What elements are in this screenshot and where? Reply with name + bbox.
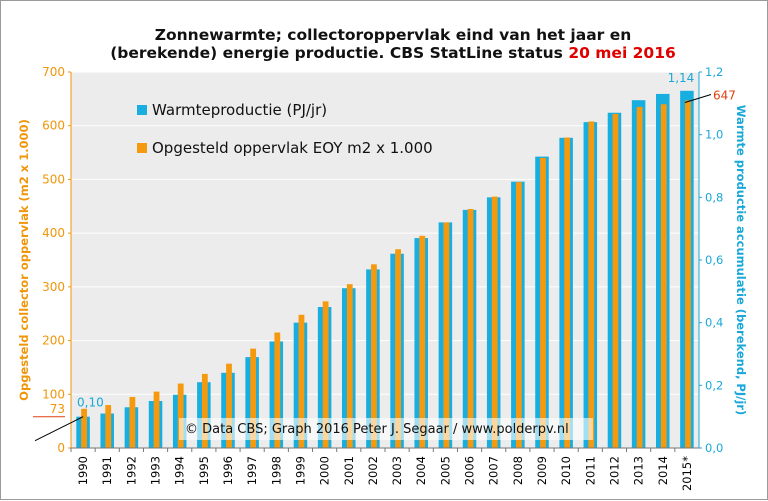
bar-oppervlak <box>515 182 522 448</box>
left-tick-label: 700 <box>42 65 65 79</box>
x-tick-label: 1992 <box>124 456 138 485</box>
legend-label-oppervlak: Opgesteld oppervlak EOY m2 x 1.000 <box>152 139 433 157</box>
right-tick-label: 0,4 <box>705 316 723 330</box>
x-tick-label: 1997 <box>245 456 259 485</box>
left-tick-label: 0 <box>57 441 65 455</box>
x-tick-label: 2013 <box>632 456 646 485</box>
chart-title-line2-text: (berekende) energie productie. CBS StatL… <box>110 44 568 62</box>
bar-oppervlak <box>636 106 643 449</box>
right-tick-label: 1,0 <box>705 128 723 142</box>
bar-oppervlak <box>105 405 112 448</box>
x-tick-label: 2001 <box>342 456 356 485</box>
x-tick-label: 1999 <box>293 456 307 485</box>
left-tick-label: 500 <box>42 172 65 186</box>
x-tick-label: 1990 <box>76 456 90 485</box>
bar-oppervlak <box>250 348 257 448</box>
left-tick-label: 100 <box>42 387 65 401</box>
right-axis-ticks: 0,0 0,2 0,4 0,6 0,8 1,0 1,2 <box>699 65 723 455</box>
bar-oppervlak <box>201 373 208 448</box>
x-tick-label: 2002 <box>366 456 380 485</box>
left-tick-label: 200 <box>42 334 65 348</box>
x-tick-label: 2009 <box>535 456 549 485</box>
chart-title-date: 20 mei 2016 <box>568 44 675 62</box>
right-min-label: 0,10 <box>77 396 104 410</box>
legend-swatch-warmteproductie <box>137 105 147 115</box>
bar-oppervlak <box>129 396 136 448</box>
bar-oppervlak <box>81 408 87 448</box>
x-axis-ticks: 1990 1991 1992 1993 1994 1995 1996 1997 1998 1999… <box>70 448 694 491</box>
right-tick-label: 0,8 <box>705 190 723 204</box>
right-min-pointer <box>34 416 84 442</box>
gridlines <box>71 71 699 395</box>
bar-oppervlak <box>564 137 571 448</box>
annotations: 73 0,10 1,14 647 <box>33 71 736 442</box>
chart-title-line2: (berekende) energie productie. CBS StatL… <box>110 44 676 62</box>
x-tick-label: 2005 <box>438 456 452 485</box>
bar-oppervlak <box>491 196 498 448</box>
left-axis-ticks: 0 100 200 300 400 500 600 700 <box>42 65 71 455</box>
left-max-label: 647 <box>713 88 736 102</box>
bar-oppervlak <box>443 222 450 448</box>
bar-oppervlak <box>177 383 184 448</box>
x-tick-label: 2010 <box>559 456 573 485</box>
x-tick-label: 2008 <box>511 456 525 485</box>
left-tick-label: 400 <box>42 226 65 240</box>
x-tick-label: 2006 <box>463 456 477 485</box>
credit-text: © Data CBS; Graph 2016 Peter J. Segaar /… <box>185 422 569 437</box>
credit-box <box>179 418 593 440</box>
bar-oppervlak <box>395 249 401 448</box>
x-tick-label: 1996 <box>221 456 235 485</box>
bar-oppervlak <box>660 104 667 448</box>
bar-oppervlak <box>322 301 329 448</box>
bar-oppervlak <box>540 157 546 448</box>
right-tick-label: 0,2 <box>705 378 723 392</box>
bar-oppervlak <box>298 314 305 448</box>
legend-swatch-oppervlak <box>137 143 147 153</box>
left-tick-label: 600 <box>42 119 65 133</box>
x-tick-label: 2000 <box>318 456 332 485</box>
x-tick-label: 2004 <box>414 456 428 485</box>
left-tick-label: 300 <box>42 280 65 294</box>
bar-oppervlak <box>419 235 426 448</box>
bar-oppervlak <box>153 391 160 448</box>
bar-oppervlak <box>588 121 595 448</box>
right-tick-label: 0,6 <box>705 253 723 267</box>
x-tick-label: 2012 <box>607 456 621 485</box>
x-tick-label: 2011 <box>583 456 597 485</box>
x-tick-label: 1994 <box>173 456 187 485</box>
left-min-label: 73 <box>50 402 65 416</box>
chart-title-line1: Zonnewarmte; collectoroppervlak eind van… <box>155 26 632 44</box>
x-tick-label: 2015* <box>680 456 694 491</box>
bar-oppervlak <box>467 208 474 448</box>
bar-oppervlak <box>371 264 377 448</box>
bar-oppervlak <box>346 284 353 448</box>
x-tick-label: 1993 <box>149 456 163 485</box>
x-tick-label: 2007 <box>487 456 501 485</box>
plot-area <box>71 72 699 448</box>
left-axis-title: Opgesteld collector oppervlak (m2 x 1.00… <box>17 119 31 401</box>
left-max-pointer <box>684 93 712 103</box>
bar-oppervlak <box>274 332 281 448</box>
right-tick-label: 1,2 <box>705 65 723 79</box>
bar-oppervlak <box>226 363 232 448</box>
right-axis-title: Warmte productie accumulatie (berekend, … <box>734 105 748 415</box>
bars <box>76 90 694 449</box>
bar-oppervlak <box>685 100 691 449</box>
x-tick-label: 2014 <box>656 456 670 485</box>
bar-oppervlak <box>612 113 619 448</box>
x-tick-label: 1991 <box>100 456 114 485</box>
right-max-label: 1,14 <box>668 71 695 85</box>
x-tick-label: 2003 <box>390 456 404 485</box>
x-tick-label: 1998 <box>269 456 283 485</box>
legend-label-warmteproductie: Warmteproductie (PJ/jr) <box>152 101 327 119</box>
right-tick-label: 0,0 <box>705 441 723 455</box>
x-tick-label: 1995 <box>197 456 211 485</box>
